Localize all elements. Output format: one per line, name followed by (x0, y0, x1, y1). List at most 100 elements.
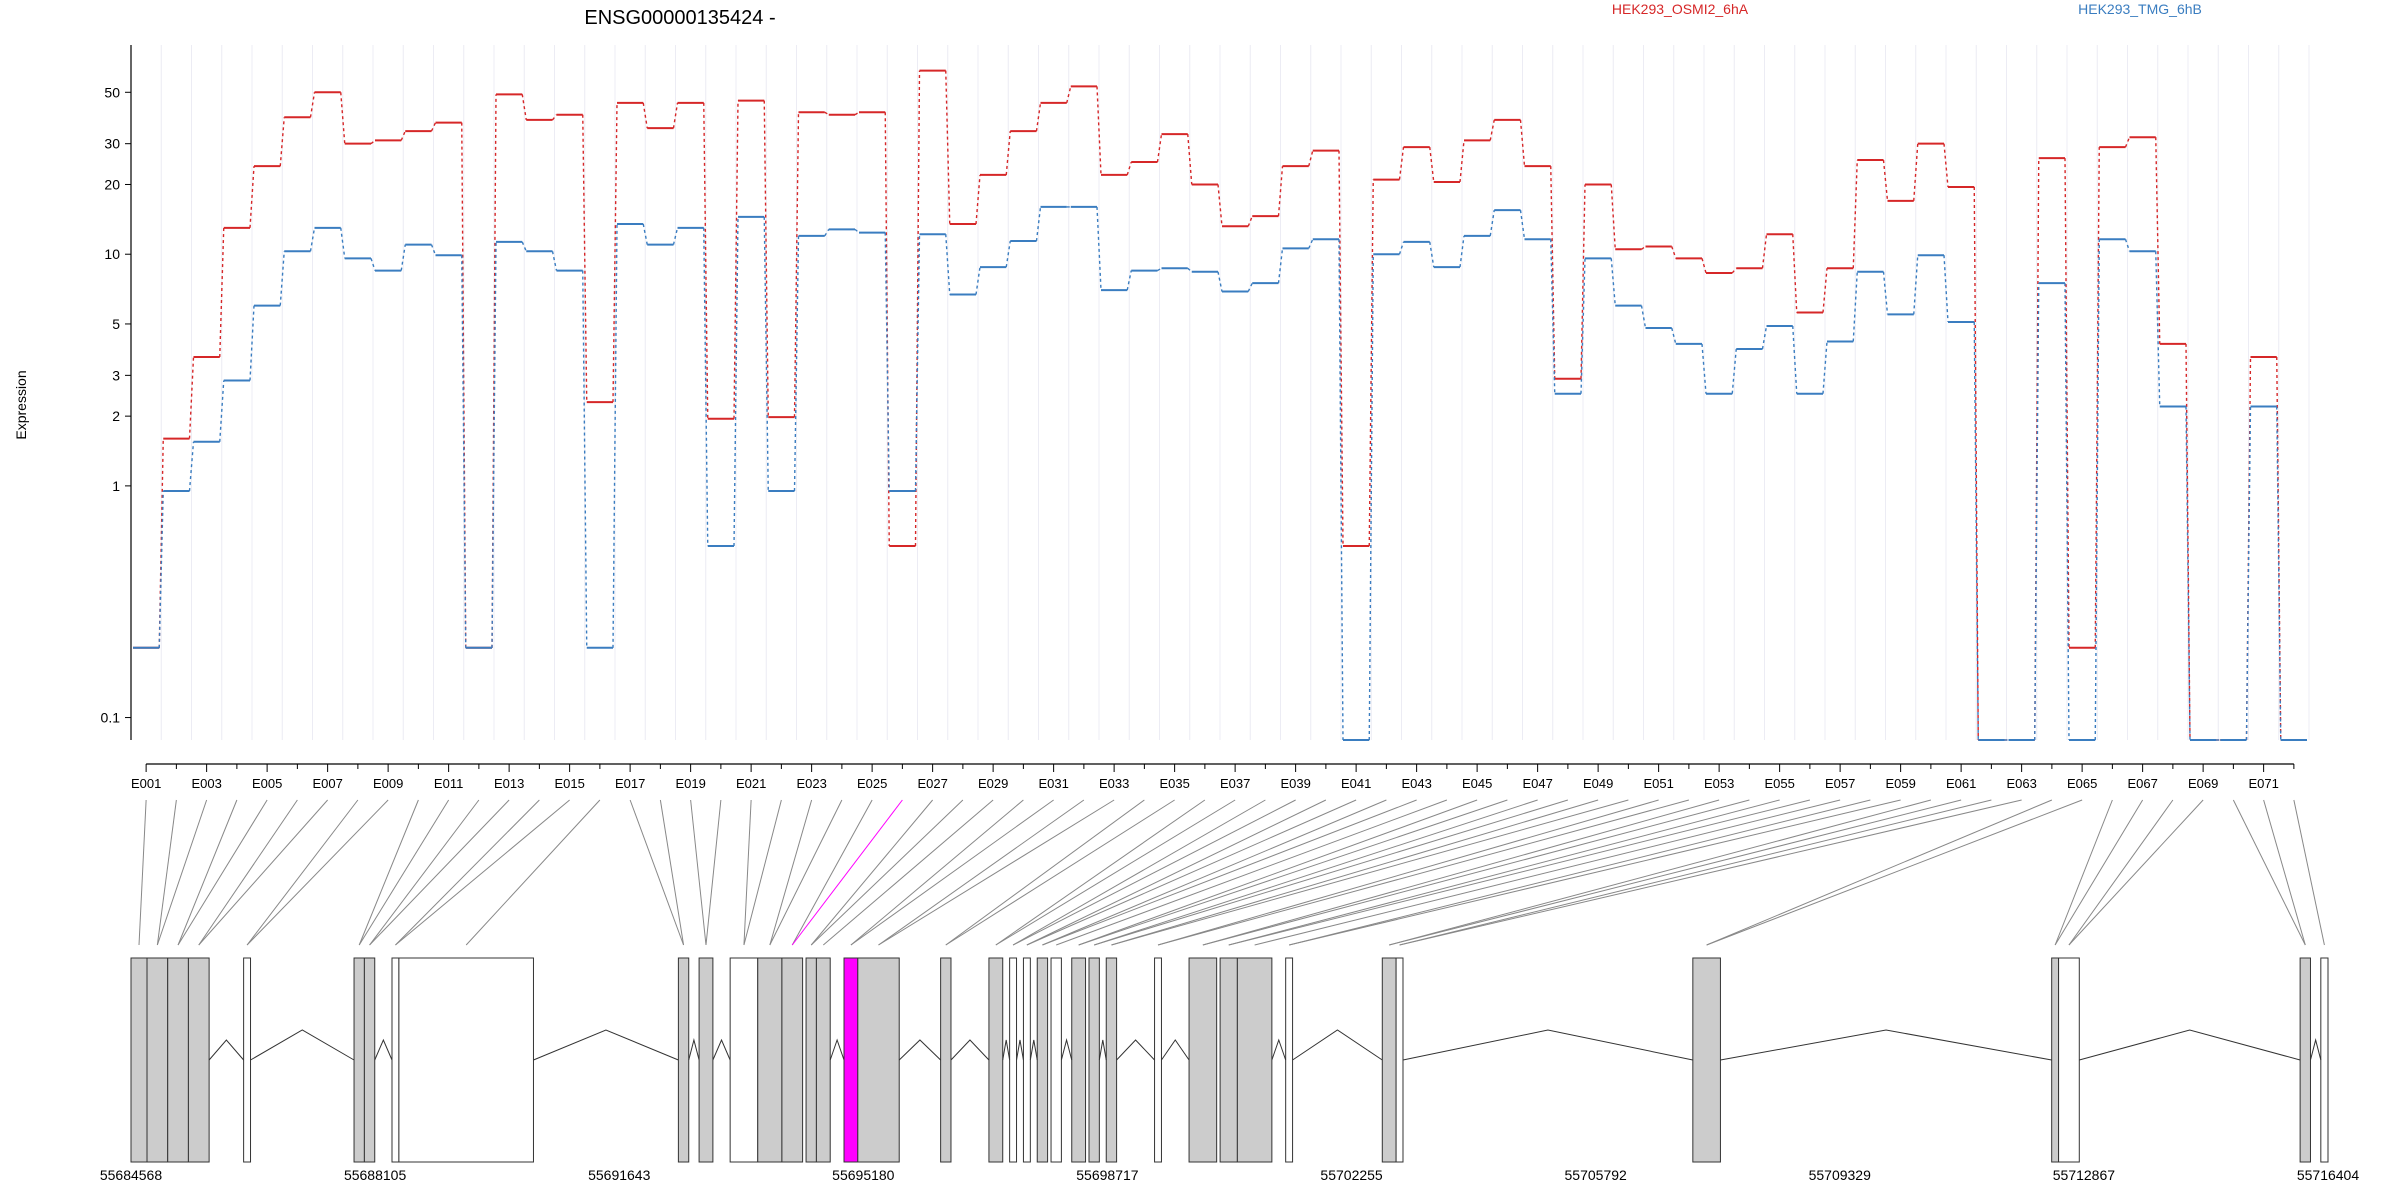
x-tick-label: E071 (2248, 776, 2278, 791)
series-connector (1640, 305, 1647, 329)
series-connector (1459, 140, 1465, 183)
exon-connector (1026, 799, 1327, 946)
genome-tick-label: 55691643 (588, 1167, 651, 1183)
series-connector (1489, 210, 1495, 236)
series-connector (430, 244, 437, 256)
genome-tick-label: 55702255 (1320, 1167, 1383, 1183)
exon-block (1381, 957, 1397, 1163)
exon-connector (177, 799, 238, 946)
intron-line (2079, 1029, 2301, 1061)
series-connector (1731, 267, 1737, 274)
series-connector (824, 229, 830, 237)
exon-connector (1706, 799, 2053, 946)
plot-area (133, 69, 2307, 741)
series-connector (975, 174, 981, 225)
exon-block (698, 957, 714, 1163)
series-connector (672, 227, 679, 245)
exon-connector (878, 799, 1085, 946)
genome-tick-label: 55712867 (2053, 1167, 2116, 1183)
series-connector (1308, 150, 1314, 167)
intron-line (1271, 1038, 1287, 1061)
intron-line (712, 1038, 731, 1061)
x-tick-label: E061 (1946, 776, 1976, 791)
series-connector (1671, 327, 1677, 345)
exon-block (677, 957, 690, 1163)
series-connector (2155, 137, 2161, 344)
x-tick-label: E069 (2188, 776, 2218, 791)
y-axis-label: Expression (13, 370, 29, 439)
exon-connector (465, 799, 601, 946)
x-tick-label: E047 (1522, 776, 1552, 791)
y-axis: 0.1 1 2 3 5 10 20 30 50 (101, 45, 132, 740)
exon-connector (1078, 799, 1508, 946)
exon-block (781, 957, 804, 1163)
x-tick-label: E017 (615, 776, 645, 791)
series-connector (1247, 215, 1253, 227)
y-tick-label: 2 (112, 408, 120, 424)
intron-line (1029, 1039, 1038, 1061)
series-connector (1066, 86, 1072, 104)
exon-connector (1228, 799, 1810, 946)
exon-block (843, 957, 859, 1163)
x-tick-label: E003 (191, 776, 221, 791)
exon-connector (1111, 799, 1599, 946)
exon-block (1188, 957, 1218, 1163)
exon-connector (1157, 799, 1659, 946)
exon-connector (850, 799, 1054, 946)
intron-line (688, 1038, 700, 1061)
series-connector (2124, 239, 2131, 252)
exon-connector (395, 799, 570, 946)
series-2 (133, 205, 2307, 741)
series-connector (1822, 268, 1828, 313)
x-tick-label: E045 (1462, 776, 1492, 791)
exon-connector (198, 799, 298, 946)
series-connector (582, 270, 588, 648)
series-connector (1126, 161, 1132, 176)
series-connector (2185, 406, 2191, 741)
series-connector (733, 100, 739, 419)
series-connector (158, 491, 164, 648)
exon-block (757, 957, 783, 1163)
x-tick-label: E055 (1764, 776, 1794, 791)
x-tick-label: E037 (1220, 776, 1250, 791)
series-connector (1822, 341, 1828, 394)
exon-connector (705, 799, 722, 946)
x-tick-label: E027 (917, 776, 947, 791)
exon-block (167, 957, 189, 1163)
connector-lines (138, 799, 2325, 946)
exon-connector (246, 799, 359, 946)
exon-connector (1289, 799, 1871, 946)
exon-connector (1056, 799, 1448, 946)
exon-connector (156, 799, 208, 946)
legend-series-1: HEK293_OSMI2_6hA (1612, 1, 1749, 17)
exon-block (243, 957, 252, 1163)
grid-lines (130, 45, 2310, 740)
exon-block (1009, 957, 1018, 1163)
series-connector (612, 102, 618, 403)
exon-block (2299, 957, 2311, 1163)
intron-line (1098, 1039, 1107, 1061)
exon-block (2051, 957, 2060, 1163)
series-connector (1610, 184, 1616, 250)
exon-connector (156, 799, 177, 946)
series-connector (1247, 282, 1253, 292)
y-tick-label: 5 (112, 316, 120, 332)
intron-line (1016, 1039, 1024, 1061)
exon-block (1022, 957, 1031, 1163)
exon-connector (791, 799, 873, 946)
exon-connector (2054, 799, 2113, 946)
series-connector (793, 235, 800, 492)
exon-connector (629, 799, 685, 946)
intron-line (829, 1038, 845, 1061)
series-connector (763, 216, 769, 492)
series-connector (1550, 239, 1556, 394)
exon-block (815, 957, 831, 1163)
series-connector (1731, 348, 1737, 394)
x-tick-label: E057 (1825, 776, 1855, 791)
series-connector (1096, 86, 1102, 175)
genome-tick-label: 55709329 (1809, 1167, 1872, 1183)
exon-connector (810, 799, 934, 946)
intron-line (1292, 1029, 1383, 1061)
genome-tick-label: 55684568 (100, 1167, 163, 1183)
